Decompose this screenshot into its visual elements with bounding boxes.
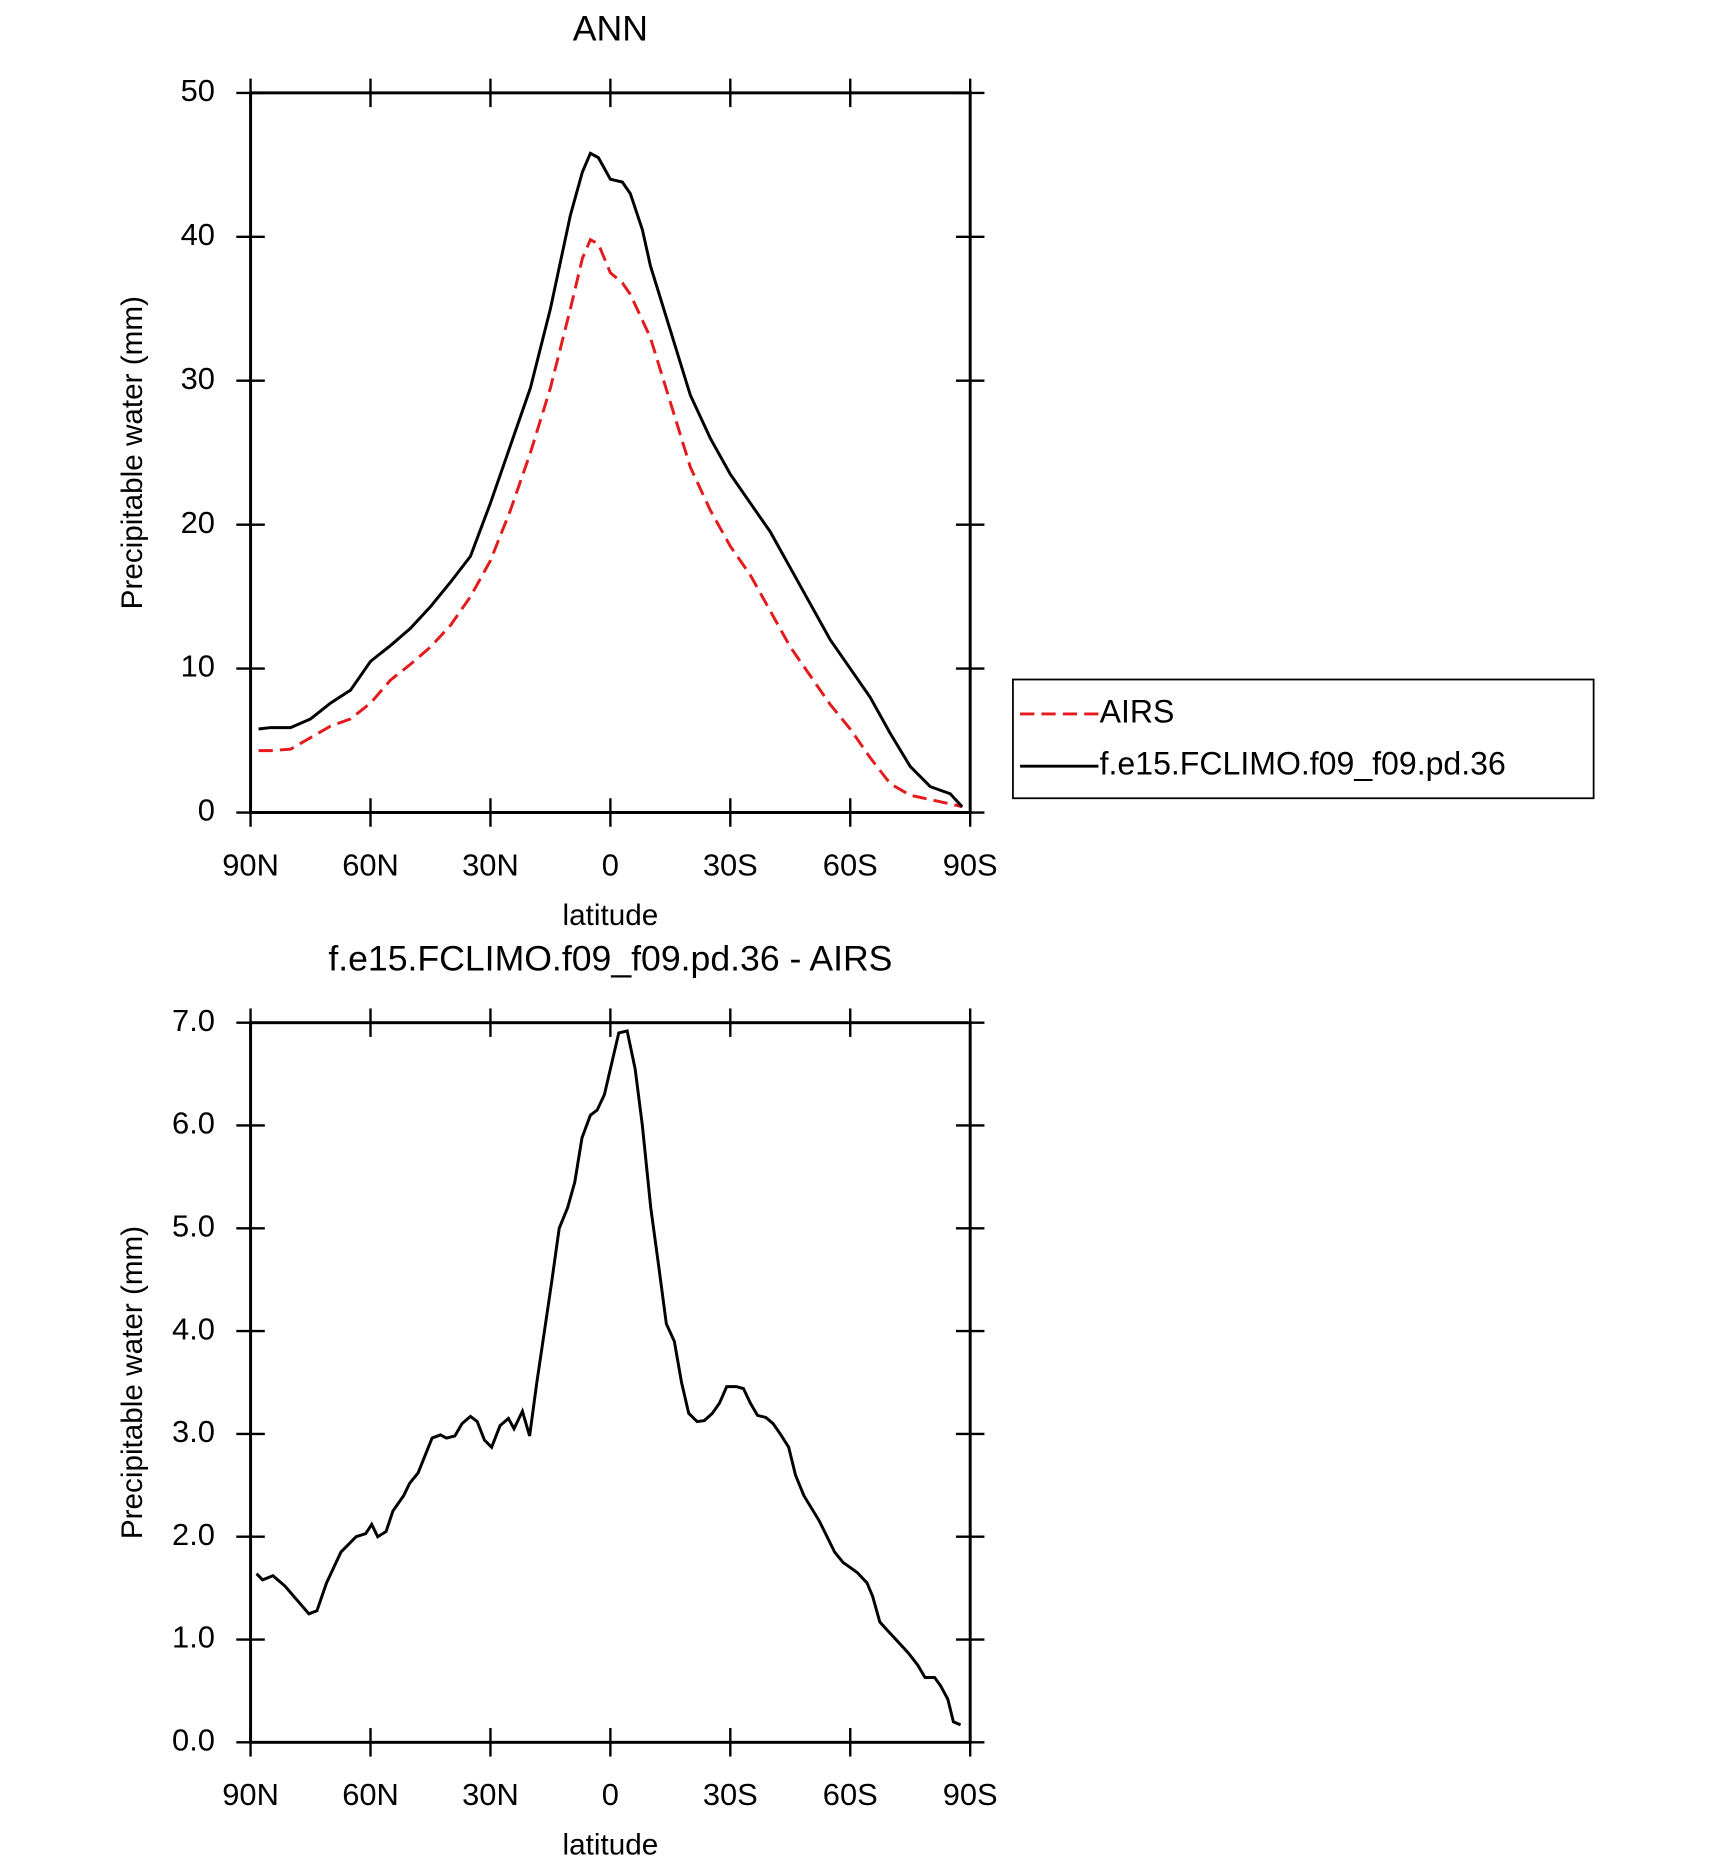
y-tick-label: 2.0 — [172, 1517, 215, 1552]
x-tick-label: 90S — [943, 1777, 998, 1812]
x-axis-label: latitude — [563, 899, 659, 932]
plot-frame — [249, 91, 972, 814]
y-tick-label: 30 — [181, 361, 215, 396]
x-tick-label: 0 — [602, 847, 619, 882]
legend-label: f.e15.FCLIMO.f09_f09.pd.36 — [1100, 746, 1506, 782]
y-tick-label: 3.0 — [172, 1414, 215, 1449]
x-tick-label: 30S — [703, 1777, 758, 1812]
x-tick-label: 60S — [823, 1777, 878, 1812]
data-line — [258, 237, 963, 809]
x-tick-label: 60N — [342, 847, 399, 882]
x-tick-label: 0 — [602, 1777, 619, 1812]
plot-frame — [249, 1021, 972, 1744]
data-line — [255, 1029, 962, 1727]
y-tick-label: 0 — [198, 793, 215, 828]
chart-title: ANN — [573, 9, 648, 49]
x-tick-label: 90S — [943, 847, 998, 882]
y-axis-label: Precipitable water (mm) — [116, 296, 149, 609]
x-axis-label: latitude — [563, 1829, 659, 1862]
x-tick-label: 30N — [462, 847, 519, 882]
y-tick-label: 6.0 — [172, 1106, 215, 1141]
chart-title: f.e15.FCLIMO.f09_f09.pd.36 - AIRS — [328, 938, 892, 978]
y-tick-label: 20 — [181, 505, 215, 540]
x-tick-label: 90N — [222, 1777, 279, 1812]
x-tick-label: 60S — [823, 847, 878, 882]
y-tick-label: 4.0 — [172, 1311, 215, 1346]
legend-box — [1012, 678, 1595, 800]
y-tick-label: 10 — [181, 649, 215, 684]
y-tick-label: 7.0 — [172, 1003, 215, 1038]
x-tick-label: 30S — [703, 847, 758, 882]
legend-label: AIRS — [1100, 693, 1175, 729]
y-tick-label: 5.0 — [172, 1208, 215, 1243]
y-axis-label: Precipitable water (mm) — [116, 1226, 149, 1539]
y-tick-label: 1.0 — [172, 1620, 215, 1655]
x-tick-label: 30N — [462, 1777, 519, 1812]
data-line — [258, 151, 964, 808]
y-tick-label: 50 — [181, 73, 215, 108]
y-tick-label: 0.0 — [172, 1722, 215, 1757]
y-tick-label: 40 — [181, 217, 215, 252]
x-tick-label: 60N — [342, 1777, 399, 1812]
x-tick-label: 90N — [222, 847, 279, 882]
